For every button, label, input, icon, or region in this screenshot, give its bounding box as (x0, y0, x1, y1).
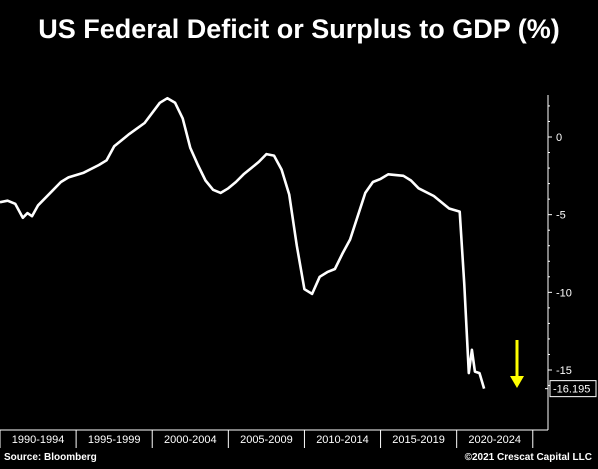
y-tick-label: 0 (556, 132, 562, 144)
y-tick-label: -5 (556, 210, 566, 222)
chart-title: US Federal Deficit or Surplus to GDP (%) (38, 14, 560, 44)
annotation-layer (510, 340, 524, 388)
x-tick-label: 2015-2019 (392, 434, 445, 446)
last-value-box (549, 380, 597, 398)
x-tick-label: 2010-2014 (316, 434, 369, 446)
y-tick-label: -15 (556, 365, 572, 377)
x-tick-label: 2005-2009 (240, 434, 293, 446)
axis-layer: 0 -5 -10 -15 -16.195 1990-1994 1995-1999 2000-2… (0, 95, 597, 448)
last-value-label: -16.195 (553, 384, 590, 396)
x-tick-label: 1990-1994 (12, 434, 65, 446)
series-line-0 (0, 96, 486, 389)
x-tick-label: 1995-1999 (88, 434, 141, 446)
down-arrow-icon (510, 376, 524, 388)
source-note: Source: Bloomberg (4, 452, 97, 463)
x-tick-label: 2020-2024 (468, 434, 521, 446)
copyright-note: ©2021 Crescat Capital LLC (464, 452, 592, 463)
y-tick-label: -10 (556, 287, 572, 299)
series-line-layer (0, 96, 486, 389)
x-tick-label: 2000-2004 (164, 434, 217, 446)
